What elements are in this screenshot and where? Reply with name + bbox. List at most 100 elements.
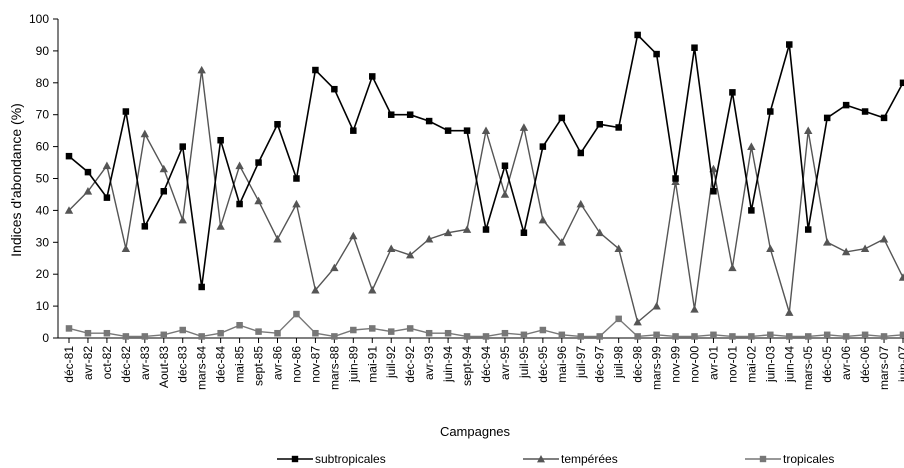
point-tempérées [576,199,585,208]
point-tempérées [690,305,699,313]
legend: subtropicales tempérées tropicales [277,452,834,466]
x-tick-label: avr-01 [706,346,720,380]
x-tick-label: nov-01 [725,346,739,383]
x-tick-label: oct-82 [100,346,114,380]
point-tropicales [463,333,471,340]
series-subtropicales [65,31,904,291]
point-tempérées [785,308,794,316]
point-tropicales [767,331,774,339]
point-tropicales [539,326,547,334]
x-tick-label: nov-99 [669,346,683,383]
point-tropicales [634,333,641,340]
point-tropicales [274,329,281,337]
point-subtropicales [861,108,869,115]
x-tick-label: mars-99 [650,346,664,390]
point-tropicales [141,333,149,340]
point-tempérées [822,238,832,246]
x-tick-label: nov-86 [289,346,303,383]
point-tempérées [311,285,320,294]
x-tick-label: mai-91 [365,346,379,383]
point-tempérées [64,206,74,214]
point-subtropicales [748,207,755,214]
x-tick-label: déc-83 [176,346,190,383]
y-tick-label: 20 [36,267,50,281]
point-tempérées [102,161,112,170]
x-tick-label: mai-02 [744,346,758,383]
point-subtropicales [160,188,168,195]
series-line-subtropicales [68,33,904,288]
point-tempérées [83,187,93,195]
point-tropicales [482,333,490,340]
x-tick-label: nov-00 [688,346,702,383]
x-tick-label: déc-82 [119,346,133,383]
point-tropicales [653,331,660,339]
y-tick-label: 0 [42,331,49,345]
point-tropicales [103,329,111,337]
point-subtropicales [482,226,490,233]
point-tropicales [293,310,300,318]
point-subtropicales [122,108,130,115]
point-subtropicales [217,136,224,144]
x-tick-label: Aout-83 [157,346,171,388]
y-axis-label: Indices d'abondance (%) [8,103,24,257]
point-subtropicales [350,127,357,134]
x-tick-label: déc-05 [820,346,834,383]
point-tempérées [387,244,396,253]
point-tropicales [861,331,869,339]
x-tick-label: juil-95 [517,346,531,379]
legend-label: tropicales [783,452,834,466]
x-tick-label: mai-85 [233,346,247,383]
x-tick-label: mars-88 [327,346,341,390]
point-tropicales [406,325,414,332]
y-ticks: 0 10 20 30 40 50 60 70 80 90 100 [29,12,58,345]
point-tropicales [786,333,793,340]
series-tempérées [64,65,904,326]
x-tick-label: avr-82 [81,346,95,380]
x-tick-label: juil-92 [384,346,398,379]
x-ticks: déc-81 avr-82 oct-82 déc-82 avr-83 Aout-83 déc… [62,338,904,390]
x-axis-label: Campagnes [440,424,511,439]
point-tempérées [841,247,851,256]
y-tick-label: 70 [36,108,50,122]
point-subtropicales [672,175,679,182]
x-tick-label: juin-89 [346,346,360,383]
point-tempérées [178,215,187,224]
x-tick-label: juin-94 [441,346,455,383]
x-tick-label: juin-07 [896,346,904,383]
x-tick-label: sept-85 [252,346,266,386]
point-tempérées [898,273,904,281]
x-tick-label: avr-83 [138,346,152,380]
point-subtropicales [501,162,509,169]
point-tempérées [424,234,434,243]
point-tempérées [368,285,377,294]
y-tick-label: 90 [36,44,50,58]
y-tick-label: 30 [36,235,50,249]
point-tropicales [179,326,186,334]
point-subtropicales [634,31,641,39]
point-tempérées [747,142,756,150]
point-tropicales [255,328,262,335]
x-tick-label: avr-06 [839,346,853,380]
x-tick-label: déc-84 [214,346,228,383]
x-tick-label: mai-96 [555,346,569,383]
point-tropicales [122,333,130,340]
point-tropicales [577,333,585,340]
x-tick-label: juil-97 [574,346,588,379]
point-tropicales [729,333,736,340]
point-subtropicales [804,226,812,233]
point-subtropicales [406,111,414,118]
point-subtropicales [293,175,300,182]
point-subtropicales [141,223,149,230]
point-subtropicales [558,114,566,122]
point-subtropicales [65,152,73,160]
point-tropicales [880,333,888,340]
point-subtropicales [729,89,736,96]
axes [57,19,904,339]
y-tick-label: 100 [29,12,49,26]
point-tempérées [140,129,150,138]
point-subtropicales [312,66,319,74]
point-subtropicales [236,200,243,208]
point-tropicales [350,326,357,334]
point-tempérées [766,244,775,253]
